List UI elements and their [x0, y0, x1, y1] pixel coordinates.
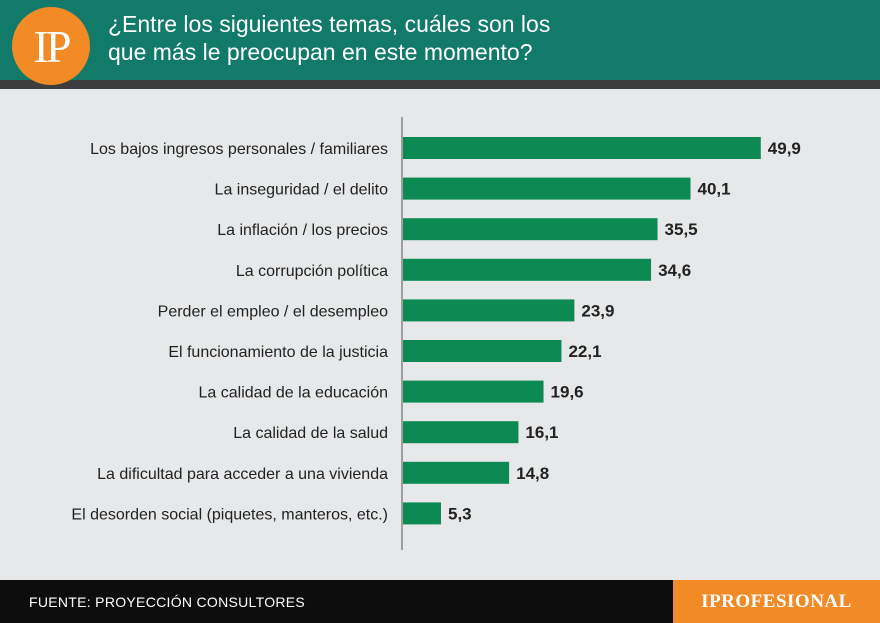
bar: [403, 380, 544, 403]
category-label: El funcionamiento de la justicia: [168, 344, 388, 361]
header-divider: [0, 80, 880, 89]
source-note: FUENTE: PROYECCIÓN CONSULTORES: [29, 594, 306, 610]
brand-logo: IPROFESIONAL: [673, 580, 880, 623]
header-bar: ¿Entre los siguientes temas, cuáles son …: [0, 0, 880, 80]
bar: [403, 218, 658, 241]
value-label: 34,6: [658, 261, 691, 280]
value-label: 49,9: [768, 139, 801, 158]
category-label: La calidad de la educación: [199, 385, 388, 402]
category-label: La inflación / los precios: [217, 222, 388, 239]
category-label: La dificultad para acceder a una viviend…: [97, 466, 388, 483]
category-label: Perder el empleo / el desempleo: [158, 303, 388, 320]
value-label: 5,3: [448, 504, 472, 523]
category-label: El desorden social (piquetes, manteros, …: [71, 506, 388, 523]
category-label: La inseguridad / el delito: [215, 182, 389, 199]
bar: [403, 258, 652, 281]
bar: [403, 461, 510, 484]
bar: [403, 177, 691, 200]
category-label: La corrupción política: [236, 263, 388, 280]
value-label: 23,9: [581, 301, 614, 320]
bar: [403, 340, 562, 362]
value-label: 35,5: [665, 220, 698, 239]
bar-rows: Los bajos ingresos personales / familiar…: [71, 137, 801, 525]
bar-chart: Los bajos ingresos personales / familiar…: [71, 117, 801, 550]
category-label: Los bajos ingresos personales / familiar…: [90, 141, 388, 158]
bar: [403, 299, 575, 322]
ip-logo: IP: [12, 7, 90, 85]
value-label: 40,1: [698, 180, 731, 199]
value-label: 22,1: [568, 342, 601, 361]
value-label: 14,8: [516, 464, 549, 483]
footer-bar: FUENTE: PROYECCIÓN CONSULTORES IPROFESIO…: [0, 580, 880, 623]
bar: [403, 421, 519, 444]
bar: [403, 502, 442, 525]
bar: [403, 137, 761, 159]
value-label: 16,1: [525, 423, 558, 442]
category-label: La calidad de la salud: [233, 425, 388, 442]
value-label: 19,6: [551, 383, 584, 402]
chart-title: ¿Entre los siguientes temas, cuáles son …: [108, 11, 551, 65]
